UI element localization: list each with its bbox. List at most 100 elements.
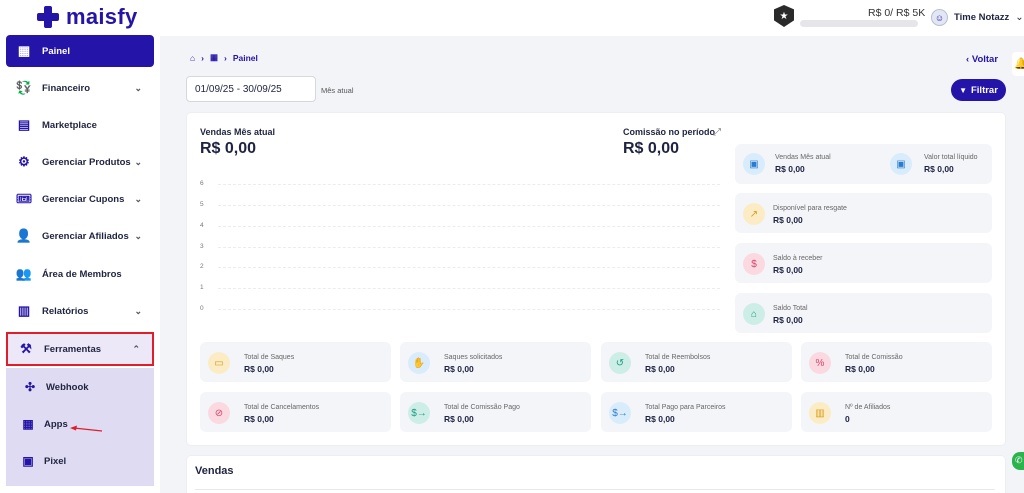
sidebar-item-gerenciar-cupons[interactable]: 🎟 Gerenciar Cupons ⌄ <box>6 183 154 215</box>
sales-chart: 6 5 4 3 2 1 0 <box>200 178 720 318</box>
report-icon: ▥ <box>17 303 31 318</box>
home-icon[interactable]: ⌂ <box>190 52 196 63</box>
filter-button[interactable]: ▼ Filtrar <box>951 79 1006 101</box>
sales-section-title: Vendas <box>195 465 234 477</box>
sidebar-item-painel[interactable]: ▦ Painel <box>6 35 154 67</box>
sidebar-item-label: Marketplace <box>42 119 97 131</box>
commission-label: Comissão no período <box>623 127 716 137</box>
date-range-input[interactable]: 01/09/25 - 30/09/25 <box>186 76 316 102</box>
dollar-arrow-icon: $→ <box>609 402 631 424</box>
sales-label: Vendas Mês atual <box>200 127 276 137</box>
annotation-arrow <box>70 425 103 432</box>
stat-label: Total Pago para Parceiros <box>645 404 726 411</box>
tools-submenu: ✣ Webhook ▦ Apps ▣ Pixel <box>6 368 154 486</box>
stat-value: R$ 0,00 <box>444 364 474 374</box>
grid-line <box>218 204 720 206</box>
y-tick-label: 2 <box>200 263 204 271</box>
ticket-icon: 🎟 <box>15 191 33 206</box>
y-tick-label: 5 <box>200 200 204 208</box>
stat-label: Valor total líquido <box>924 154 978 161</box>
filter-icon: ▼ <box>959 85 967 95</box>
divider <box>195 489 995 490</box>
apps-icon: ▦ <box>22 417 34 431</box>
grid-line <box>218 225 720 227</box>
stat-value: R$ 0,00 <box>244 414 274 424</box>
stat-label: Total de Reembolsos <box>645 354 711 361</box>
stat-label: Vendas Mês atual <box>775 154 831 161</box>
stat-label: Saldo Total <box>773 305 808 312</box>
stat-card-affiliates-count: ▥ Nº de Afiliados 0 <box>801 392 992 432</box>
sidebar-item-ferramentas[interactable]: ⚒ Ferramentas ⌃ <box>6 332 154 366</box>
submenu-item-label: Apps <box>44 418 68 430</box>
stat-value: R$ 0,00 <box>773 315 803 325</box>
tools-icon: ⚒ <box>20 341 32 356</box>
grid-icon[interactable]: ▦ <box>209 52 219 62</box>
sidebar-item-financeiro[interactable]: 💱 Financeiro ⌄ <box>6 72 154 104</box>
stat-card-withdrawals-requested: ✋ Saques solicitados R$ 0,00 <box>400 342 591 382</box>
y-tick-label: 0 <box>200 305 204 312</box>
affiliate-icon: 👤 <box>15 228 33 243</box>
commission-icon: % <box>809 352 831 374</box>
stat-value: R$ 0,00 <box>924 164 954 174</box>
sidebar-item-gerenciar-afiliados[interactable]: 👤 Gerenciar Afiliados ⌄ <box>6 220 154 252</box>
back-label: Voltar <box>971 54 999 65</box>
webhook-icon: ✣ <box>24 380 36 394</box>
chevron-right-icon: › <box>201 52 204 63</box>
medal-icon: ★ <box>774 5 794 27</box>
commission-value: R$ 0,00 <box>623 140 680 157</box>
bell-icon[interactable]: 🔔 <box>1012 52 1024 76</box>
submenu-item-webhook[interactable]: ✣ Webhook <box>22 373 89 401</box>
stat-label: Saldo à receber <box>773 255 823 262</box>
chevron-down-icon: ⌄ <box>134 82 142 93</box>
stat-card-withdrawals: ▭ Total de Saques R$ 0,00 <box>200 342 391 382</box>
sidebar-item-label: Ferramentas <box>44 343 102 355</box>
whatsapp-icon[interactable]: ✆ <box>1012 452 1024 470</box>
receipt-icon: $ <box>743 253 765 275</box>
trend-icon: ↗ <box>743 203 765 225</box>
stat-card-receivable: $ Saldo à receber R$ 0,00 <box>735 243 992 283</box>
brand-name: maisfy <box>66 4 138 29</box>
y-tick-label: 4 <box>200 221 204 229</box>
breadcrumb: ⌂ › ▦ › Painel <box>190 52 264 63</box>
top-bar: maisfy ★ R$ 0/ R$ 5K ☺ Time Notazz ⌄ <box>0 0 1024 36</box>
stat-value: R$ 0,00 <box>773 215 803 225</box>
grid-line <box>218 309 720 310</box>
grid-line <box>218 288 720 290</box>
user-name: Time Notazz <box>954 12 1010 23</box>
submenu-item-label: Pixel <box>44 455 67 467</box>
wallet-icon: ▣ <box>890 153 912 175</box>
sidebar-item-marketplace[interactable]: ▤ Marketplace <box>6 109 154 141</box>
members-icon: 👥 <box>15 266 33 281</box>
stat-value: R$ 0,00 <box>645 414 675 424</box>
grid-line <box>218 246 720 248</box>
logo[interactable]: maisfy <box>36 4 138 30</box>
date-range-value: 01/09/25 - 30/09/25 <box>195 84 282 95</box>
stat-card-sales: ▣ Vendas Mês atual R$ 0,00 ▣ Valor total… <box>735 144 992 184</box>
pixel-icon: ▣ <box>22 454 34 468</box>
chevron-down-icon: ⌄ <box>134 230 142 241</box>
submenu-item-apps[interactable]: ▦ Apps <box>20 410 68 438</box>
store-icon: ▤ <box>17 117 31 132</box>
sidebar-item-label: Área de Membros <box>42 268 122 280</box>
stat-label: Nº de Afiliados <box>845 404 891 411</box>
stat-value: R$ 0,00 <box>773 265 803 275</box>
sidebar-item-area-de-membros[interactable]: 👥 Área de Membros <box>6 258 154 290</box>
revenue-goal: ★ R$ 0/ R$ 5K <box>774 5 925 27</box>
stat-label: Disponível para resgate <box>773 205 847 212</box>
goal-text: R$ 0/ R$ 5K <box>868 7 926 19</box>
sidebar-item-relatorios[interactable]: ▥ Relatórios ⌄ <box>6 295 154 327</box>
wallet-icon: ▣ <box>743 153 765 175</box>
expand-icon[interactable]: ⤢ <box>713 127 721 138</box>
back-link[interactable]: ‹ Voltar <box>966 54 998 65</box>
cancel-icon: ⊘ <box>208 402 230 424</box>
y-tick-label: 1 <box>200 284 204 292</box>
dollar-arrow-icon: $→ <box>408 402 430 424</box>
user-menu[interactable]: ☺ Time Notazz ⌄ <box>931 9 1024 26</box>
chevron-down-icon: ⌄ <box>1015 12 1024 23</box>
chevron-right-icon: › <box>224 52 227 63</box>
sidebar-item-gerenciar-produtos[interactable]: ⚙ Gerenciar Produtos ⌄ <box>6 146 154 178</box>
grid-line <box>218 184 720 185</box>
submenu-item-pixel[interactable]: ▣ Pixel <box>20 447 66 475</box>
refund-icon: ↺ <box>609 352 631 374</box>
hand-money-icon: ✋ <box>408 352 430 374</box>
